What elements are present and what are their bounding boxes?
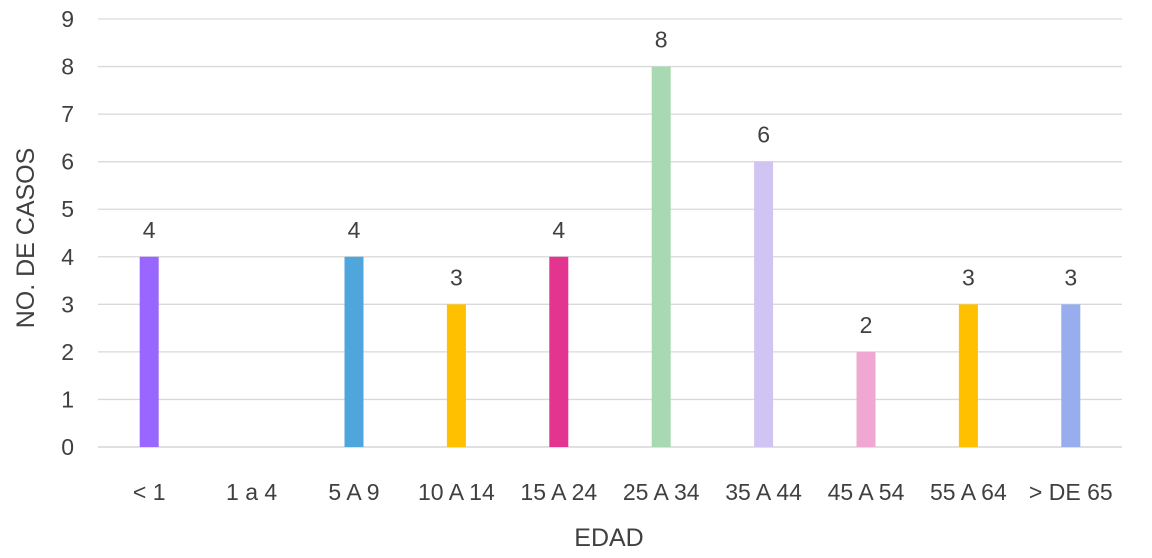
x-tick-label: 45 A 54 xyxy=(828,479,905,505)
data-label: 2 xyxy=(860,312,873,338)
data-label: 3 xyxy=(1064,264,1077,290)
y-tick-label: 1 xyxy=(61,386,74,412)
data-labels: 4 4 3 4 8 6 2 3 3 xyxy=(143,27,1077,338)
bar xyxy=(651,66,671,448)
data-label: 3 xyxy=(962,264,975,290)
x-tick-label: 55 A 64 xyxy=(930,479,1007,505)
y-tick-label: 5 xyxy=(61,196,74,222)
x-tick-label: 1 a 4 xyxy=(226,479,277,505)
data-label: 8 xyxy=(655,27,668,53)
bar xyxy=(344,256,364,447)
y-tick-label: 8 xyxy=(61,54,74,80)
data-label: 6 xyxy=(757,122,770,148)
data-label: 4 xyxy=(143,217,156,243)
x-axis-label: EDAD xyxy=(574,524,643,552)
x-tick-label: > DE 65 xyxy=(1029,479,1113,505)
x-tick-label: 10 A 14 xyxy=(418,479,495,505)
bar xyxy=(1061,304,1081,447)
bar xyxy=(856,351,876,447)
x-tick-label: 5 A 9 xyxy=(328,479,379,505)
y-tick-label: 6 xyxy=(61,149,74,175)
y-tick-label: 7 xyxy=(61,101,74,127)
y-tick-label: 9 xyxy=(61,6,74,32)
y-tick-label: 0 xyxy=(61,434,74,460)
y-tick-label: 4 xyxy=(61,244,74,270)
y-tick-label: 3 xyxy=(61,291,74,317)
bar xyxy=(754,161,774,447)
bar xyxy=(549,256,569,447)
x-tick-label: 25 A 34 xyxy=(623,479,700,505)
bars xyxy=(139,66,1081,448)
data-label: 4 xyxy=(348,217,361,243)
x-tick-label: 15 A 24 xyxy=(520,479,597,505)
bar xyxy=(958,304,978,447)
x-tick-label: 35 A 44 xyxy=(725,479,802,505)
x-tick-labels: < 1 1 a 4 5 A 9 10 A 14 15 A 24 25 A 34 35 A 4… xyxy=(133,479,1113,505)
y-axis-label: NO. DE CASOS xyxy=(12,148,40,329)
y-tick-labels: 0 1 2 3 4 5 6 7 8 9 xyxy=(61,6,74,460)
x-tick-label: < 1 xyxy=(133,479,166,505)
data-label: 4 xyxy=(552,217,565,243)
bar xyxy=(139,256,159,447)
y-tick-label: 2 xyxy=(61,339,74,365)
data-label: 3 xyxy=(450,264,463,290)
bar xyxy=(446,304,466,447)
gridlines xyxy=(98,18,1122,448)
